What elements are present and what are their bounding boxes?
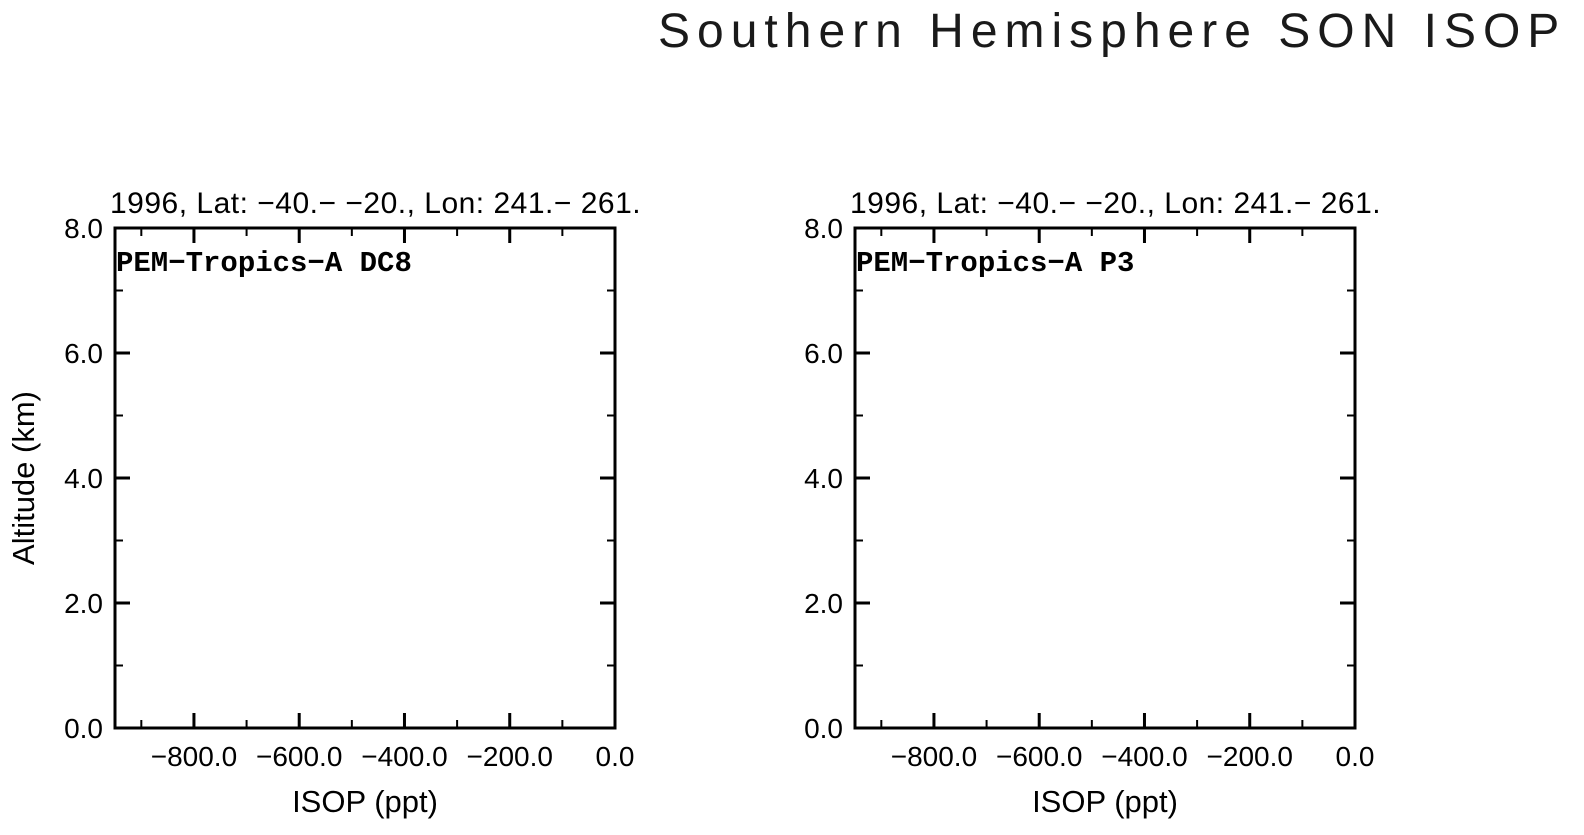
y-tick-label: 0.0 <box>64 713 103 744</box>
x-tick-label: −200.0 <box>467 741 553 772</box>
y-tick-label: 2.0 <box>64 588 103 619</box>
plot-area-right: −800.0 −600.0 −400.0 −200.0 0.0 0.0 2.0 4.0 6.0 8… <box>804 187 1381 819</box>
x-tick-label: 0.0 <box>596 741 635 772</box>
x-tick-label: −200.0 <box>1207 741 1293 772</box>
y-tick-label: 8.0 <box>64 213 103 244</box>
plot-box <box>853 226 1357 730</box>
x-axis-label: ISOP (ppt) <box>292 784 438 819</box>
x-tick-label: −400.0 <box>1101 741 1187 772</box>
y-tick-label: 8.0 <box>804 213 843 244</box>
x-tick-label: −600.0 <box>996 741 1082 772</box>
x-axis-label: ISOP (ppt) <box>1032 784 1178 819</box>
panel-left: −800.0 −600.0 −400.0 −200.0 0.0 0.0 2.0 4.0 6.0 8… <box>0 170 790 835</box>
x-tick-label: −800.0 <box>151 741 237 772</box>
panel-label: PEM−Tropics−A P3 <box>856 247 1134 280</box>
x-tick-label: −600.0 <box>256 741 342 772</box>
y-tick-label: 6.0 <box>804 338 843 369</box>
panel-header: 1996, Lat: −40.− −20., Lon: 241.− 261. <box>110 187 641 220</box>
x-tick-label: −400.0 <box>361 741 447 772</box>
y-tick-label: 4.0 <box>804 463 843 494</box>
y-axis-label: Altitude (km) <box>6 391 41 565</box>
plot-area-left: −800.0 −600.0 −400.0 −200.0 0.0 0.0 2.0 4.0 6.0 8… <box>6 187 641 819</box>
page-title: Southern Hemisphere SON ISOP <box>658 5 1567 58</box>
panel-header: 1996, Lat: −40.− −20., Lon: 241.− 261. <box>850 187 1381 220</box>
plot-box <box>113 226 617 730</box>
panel-right: −800.0 −600.0 −400.0 −200.0 0.0 0.0 2.0 4.0 6.0 8… <box>740 170 1530 835</box>
x-tick-label: 0.0 <box>1336 741 1375 772</box>
y-tick-label: 4.0 <box>64 463 103 494</box>
panel-label: PEM−Tropics−A DC8 <box>116 247 412 280</box>
y-tick-label: 0.0 <box>804 713 843 744</box>
y-tick-label: 6.0 <box>64 338 103 369</box>
y-tick-label: 2.0 <box>804 588 843 619</box>
x-tick-label: −800.0 <box>891 741 977 772</box>
